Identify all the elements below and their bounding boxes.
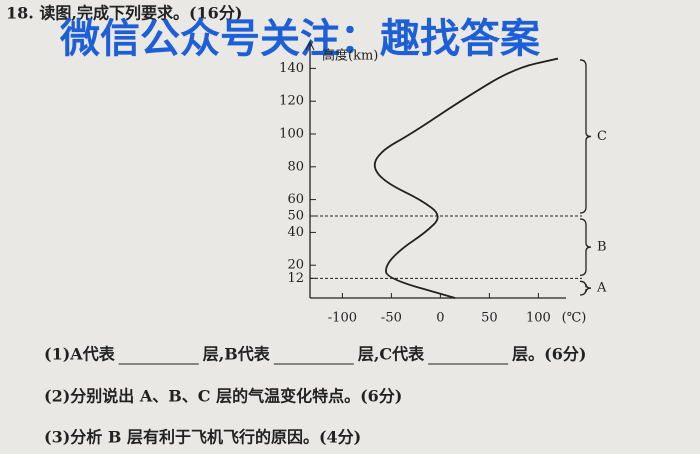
y-axis-label: 高度(km) [322, 48, 378, 64]
watermark: 微信公众号关注：趣找答案 [59, 16, 541, 62]
question-text: 层,B代表 [203, 345, 271, 364]
y-axis-arrow [305, 40, 315, 51]
x-tick-label: 50 [481, 311, 498, 326]
y-tick-label: 20 [287, 258, 304, 273]
layer-label: B [597, 240, 607, 255]
y-tick-label: 140 [279, 61, 304, 76]
layer-brace [579, 218, 592, 276]
layer-label: C [597, 129, 607, 144]
y-tick-label: 12 [287, 271, 304, 286]
x-tick-label: 0 [436, 311, 444, 326]
y-tick-label: 40 [287, 225, 304, 240]
question-title: 18. 读图,完成下列要求。(16分) [6, 4, 242, 23]
question-text: (1)A代表 [44, 345, 116, 364]
y-tick-label: 80 [287, 159, 304, 174]
question-text: 层。(6分) [512, 345, 586, 364]
x-tick-label: 100 [526, 311, 551, 326]
y-tick-label: 50 [287, 209, 304, 224]
x-tick-label: -100 [328, 311, 357, 326]
y-tick-label: 60 [287, 192, 304, 207]
question-text: (3)分析 B 层有利于飞机飞行的原因。(4分) [44, 428, 361, 447]
temperature-curve [373, 57, 559, 299]
x-axis-label: (℃) [562, 311, 587, 326]
layer-brace [579, 59, 592, 214]
layer-brace [579, 280, 592, 296]
y-tick-label: 100 [279, 127, 304, 142]
question-text: (2)分别说出 A、B、C 层的气温变化特点。(6分) [44, 387, 402, 406]
y-tick-label: 120 [279, 94, 304, 109]
layer-label: A [596, 281, 607, 296]
x-tick-label: -50 [381, 311, 402, 326]
question-text: 层,C代表 [358, 345, 425, 364]
